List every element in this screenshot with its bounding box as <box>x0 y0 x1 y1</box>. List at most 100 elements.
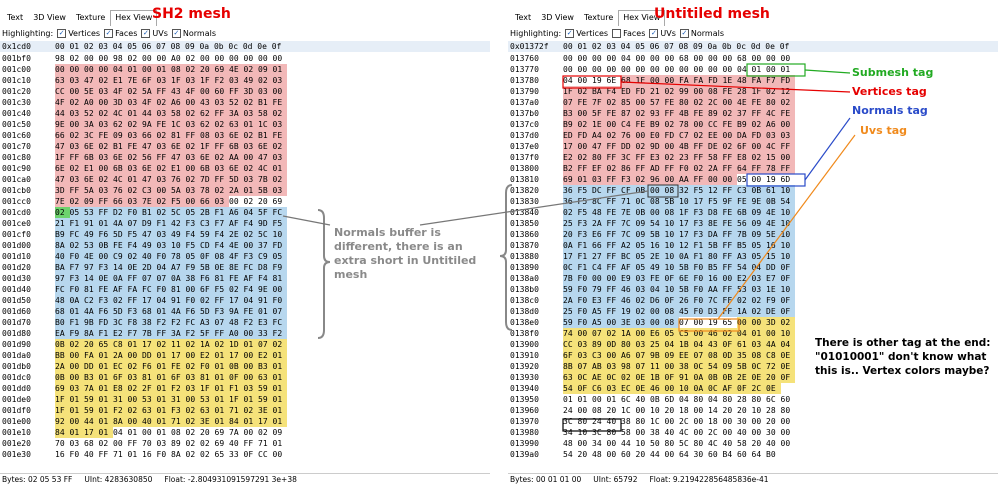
hex-byte[interactable]: 1B <box>679 339 694 350</box>
hex-byte[interactable]: 7E <box>127 75 142 86</box>
hex-byte[interactable]: 02 <box>127 185 142 196</box>
hex-byte[interactable]: A6 <box>229 207 244 218</box>
hex-byte[interactable]: 21 <box>55 218 70 229</box>
hex-byte[interactable]: 02 <box>272 339 287 350</box>
hex-byte[interactable]: C3 <box>200 218 215 229</box>
hex-byte[interactable]: 07 <box>679 318 689 327</box>
hex-byte[interactable]: 57 <box>650 97 665 108</box>
hex-byte[interactable]: 23 <box>679 152 694 163</box>
hex-byte[interactable]: 14 <box>708 406 718 415</box>
hex-byte[interactable]: D8 <box>708 207 723 218</box>
hex-byte[interactable]: 25 <box>650 339 665 350</box>
hex-byte[interactable]: 48 <box>592 450 602 459</box>
hex-byte[interactable]: 05 <box>664 328 679 339</box>
hex-byte[interactable]: E7 <box>766 273 781 284</box>
hex-byte[interactable]: 01 <box>214 372 229 383</box>
hex-byte[interactable]: 01 <box>214 350 229 361</box>
hex-byte[interactable]: A6 <box>171 97 186 108</box>
hex-byte[interactable]: 20 <box>563 229 578 240</box>
hex-byte[interactable]: E1 <box>84 163 99 174</box>
hex-byte[interactable]: FF <box>229 86 244 97</box>
hex-byte[interactable]: 00 <box>142 54 152 63</box>
hex-byte[interactable]: 81 <box>200 372 215 383</box>
hex-byte[interactable]: F3 <box>577 218 592 229</box>
hex-byte[interactable]: 5E <box>766 229 781 240</box>
hex-byte[interactable]: 78 <box>200 185 215 196</box>
hex-byte[interactable]: 1A <box>200 339 215 350</box>
hex-byte[interactable]: FF <box>98 196 113 207</box>
hex-byte[interactable]: 00 <box>780 428 791 437</box>
hex-byte[interactable]: 00 <box>127 416 142 427</box>
hex-byte[interactable]: 02 <box>751 119 766 130</box>
hex-byte[interactable]: 01 <box>127 428 138 437</box>
hex-byte[interactable]: 59 <box>200 229 215 240</box>
hex-byte[interactable]: 0F <box>664 273 679 284</box>
hex-byte[interactable]: FF <box>722 251 737 262</box>
hex-byte[interactable]: 6E <box>200 152 215 163</box>
hex-byte[interactable]: 07 <box>156 273 171 284</box>
hex-byte[interactable]: C9 <box>258 251 273 262</box>
hex-byte[interactable]: FF <box>156 328 171 339</box>
hex-byte[interactable]: 03 <box>127 196 142 207</box>
hex-byte[interactable]: 02 <box>243 64 258 75</box>
hex-byte[interactable]: 9E <box>751 196 766 207</box>
hex-byte[interactable]: 00 <box>592 54 602 63</box>
hex-byte[interactable]: FC <box>69 229 84 240</box>
hex-byte[interactable]: 0F <box>229 372 244 383</box>
hex-byte[interactable]: 4E <box>229 64 244 75</box>
hex-byte[interactable]: F0 <box>577 317 592 328</box>
hex-byte[interactable]: F0 <box>185 295 200 306</box>
hex-byte[interactable]: 03 <box>98 185 113 196</box>
hex-byte[interactable]: 98 <box>621 361 636 372</box>
hex-byte[interactable]: CC <box>708 119 723 130</box>
hex-byte[interactable]: 10 <box>664 218 679 229</box>
hex-byte[interactable]: FE <box>737 196 752 207</box>
hex-byte[interactable]: 03 <box>156 174 171 185</box>
hex-byte[interactable]: 02 <box>98 439 109 448</box>
hex-byte[interactable]: FF <box>127 295 142 306</box>
hex-byte[interactable]: FF <box>127 273 142 284</box>
hex-byte[interactable]: 34 <box>592 439 602 448</box>
hex-byte[interactable]: 01 <box>98 361 113 372</box>
hex-byte[interactable]: 08 <box>171 428 181 437</box>
hex-byte[interactable]: 6E <box>229 130 244 141</box>
hex-byte[interactable]: 07 <box>563 97 578 108</box>
hex-byte[interactable]: 5B <box>737 361 752 372</box>
hex-byte[interactable]: 6F <box>113 372 128 383</box>
hex-byte[interactable]: 00 <box>664 65 675 74</box>
hex-byte[interactable]: 04 <box>693 339 708 350</box>
hex-byte[interactable]: 04 <box>737 328 752 339</box>
hex-byte[interactable]: 15 <box>766 152 781 163</box>
hex-byte[interactable]: 76 <box>171 174 186 185</box>
hex-byte[interactable]: 1F <box>679 207 694 218</box>
hex-byte[interactable]: F4 <box>243 284 258 295</box>
hex-byte[interactable]: EE <box>708 130 723 141</box>
hex-byte[interactable]: 84 <box>55 427 70 438</box>
hex-byte[interactable]: B9 <box>55 229 70 240</box>
hex-byte[interactable]: FF <box>722 185 737 196</box>
hex-byte[interactable]: F3 <box>621 174 636 185</box>
tab-texture[interactable]: Texture <box>583 13 614 22</box>
hex-byte[interactable]: 1E <box>766 284 781 295</box>
hex-byte[interactable]: 1D <box>229 339 244 350</box>
hex-byte[interactable]: F1 <box>69 317 84 328</box>
hex-byte[interactable]: DA <box>737 130 752 141</box>
hex-byte[interactable]: FE <box>635 119 650 130</box>
hex-byte[interactable]: 08 <box>200 130 215 141</box>
hex-byte[interactable]: 81 <box>84 284 99 295</box>
hex-byte[interactable]: 02 <box>127 119 142 130</box>
hex-byte[interactable]: 3C <box>84 130 99 141</box>
hex-byte[interactable]: 02 <box>69 163 84 174</box>
hex-byte[interactable]: 46 <box>621 295 636 306</box>
hex-byte[interactable]: 00 <box>751 141 766 152</box>
hex-byte[interactable]: 07 <box>258 339 273 350</box>
hex-byte[interactable]: 00 <box>693 417 704 426</box>
hex-byte[interactable]: 10 <box>577 428 588 437</box>
hex-byte[interactable]: 00 <box>693 406 704 415</box>
hex-byte[interactable]: FF <box>156 152 171 163</box>
hex-byte[interactable]: FF <box>780 163 795 174</box>
hex-byte[interactable]: 30 <box>737 417 747 426</box>
hex-byte[interactable]: 6B <box>113 163 128 174</box>
hex-byte[interactable]: 00 <box>766 65 776 74</box>
hex-byte[interactable]: A2 <box>621 240 636 251</box>
